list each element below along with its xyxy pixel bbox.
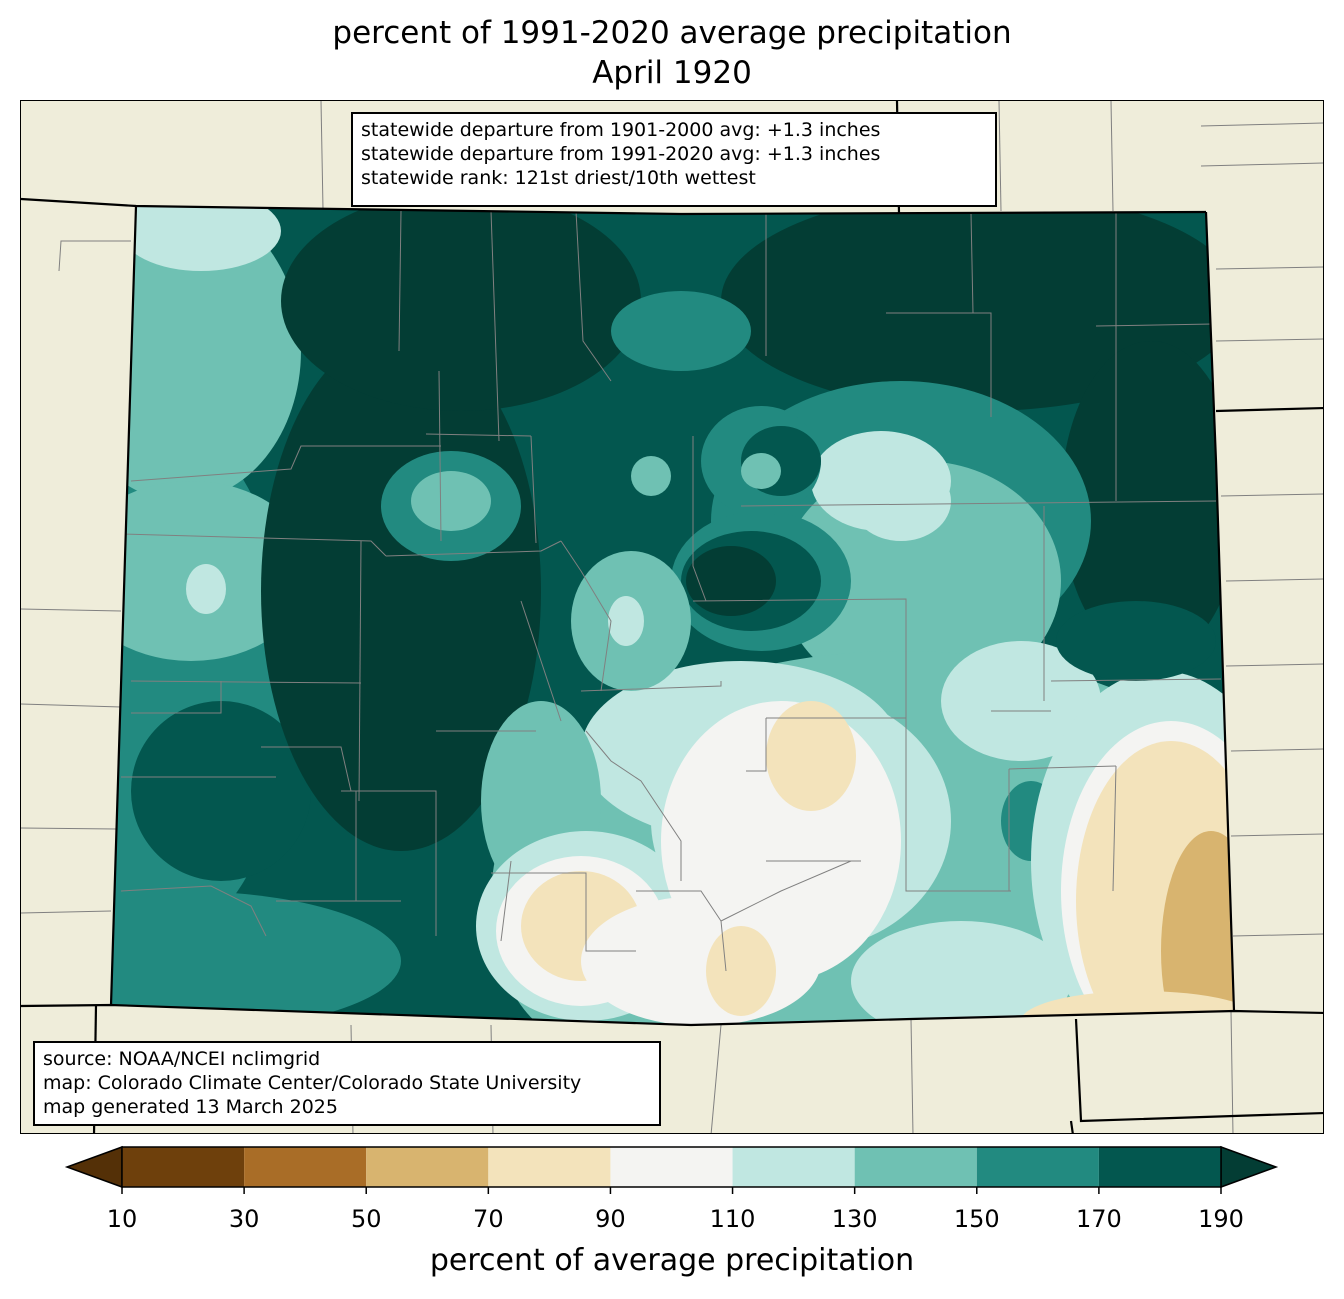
colorbar-over-arrow bbox=[1220, 1145, 1279, 1189]
colorbar-bin-130-150 bbox=[854, 1147, 977, 1187]
colorbar-tick-label: 130 bbox=[831, 1205, 878, 1233]
colorbar-tick-label: 110 bbox=[709, 1205, 756, 1233]
colorbar-tick-label: 70 bbox=[473, 1205, 504, 1233]
colorbar-tick-label: 30 bbox=[228, 1205, 260, 1233]
colorbar-bin-70-90 bbox=[488, 1147, 611, 1187]
colorbar-bin-30-50 bbox=[244, 1147, 367, 1187]
map-title: percent of 1991-2020 average precipitati… bbox=[332, 15, 1012, 51]
map-frame: statewide departure from 1901-2000 avg: … bbox=[20, 100, 1324, 1134]
colorbar-tick-label: 10 bbox=[106, 1205, 138, 1233]
statewide-stats-box: statewide departure from 1901-2000 avg: … bbox=[351, 112, 997, 207]
colorbar-tick-label: 150 bbox=[953, 1205, 1000, 1233]
colorbar-bin-90-110 bbox=[610, 1147, 733, 1187]
source-line: source: NOAA/NCEI nclimgrid bbox=[43, 1048, 321, 1070]
colorbar-tick-label: 170 bbox=[1075, 1205, 1122, 1233]
stats-line-1901-2000: statewide departure from 1901-2000 avg: … bbox=[361, 119, 881, 141]
colorbar-tick-label: 50 bbox=[350, 1205, 382, 1233]
precipitation-field bbox=[111, 206, 1234, 1025]
colorbar-tick-label: 90 bbox=[595, 1205, 626, 1233]
stats-line-rank: statewide rank: 121st driest/10th wettes… bbox=[361, 167, 756, 189]
generated-date-line: map generated 13 March 2025 bbox=[43, 1096, 338, 1118]
colorbar-bin-170-190 bbox=[1098, 1147, 1221, 1187]
map-credit-line: map: Colorado Climate Center/Colorado St… bbox=[43, 1072, 582, 1094]
source-box: source: NOAA/NCEI nclimgrid map: Colorad… bbox=[33, 1041, 661, 1126]
colorbar-outline bbox=[121, 1146, 1222, 1188]
map-subtitle: April 1920 bbox=[592, 55, 752, 91]
colorbar-bin-50-70 bbox=[366, 1147, 489, 1187]
colorbar-bin-10-30 bbox=[122, 1147, 245, 1187]
colorado-county-lines bbox=[120, 210, 1222, 972]
stats-line-1991-2020: statewide departure from 1991-2020 avg: … bbox=[361, 143, 881, 165]
colorbar-bin-110-130 bbox=[732, 1147, 855, 1187]
colorbar bbox=[64, 1145, 1279, 1194]
colorado-precipitation-map bbox=[21, 101, 1323, 1133]
colorbar-bin-150-170 bbox=[976, 1147, 1099, 1187]
colorbar-under-arrow bbox=[64, 1145, 123, 1189]
colorbar-tick-label: 190 bbox=[1198, 1205, 1244, 1233]
colorbar-label: percent of average precipitation bbox=[429, 1243, 915, 1278]
